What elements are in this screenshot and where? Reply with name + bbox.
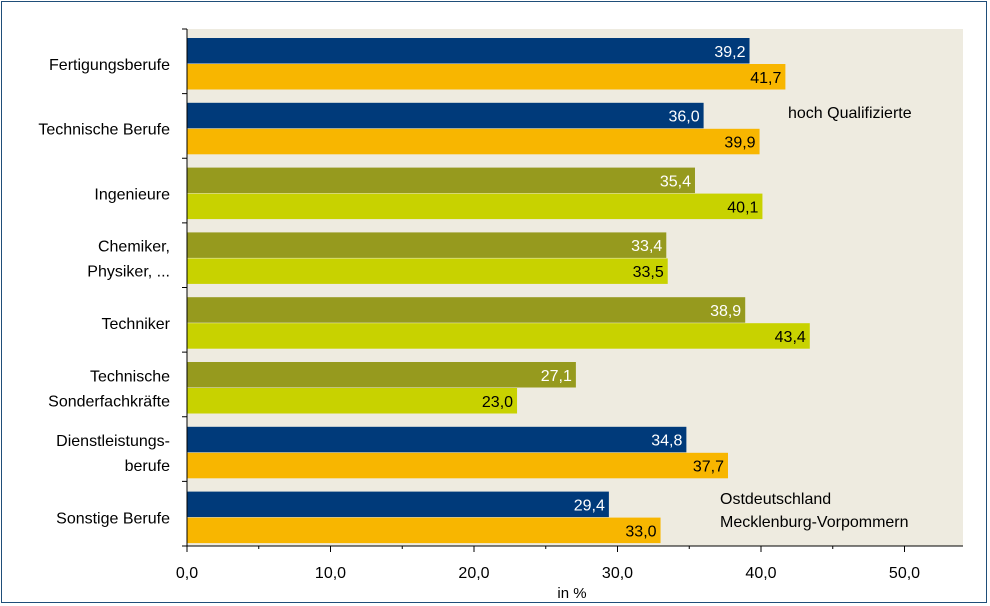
bar-mv-3 <box>187 258 668 284</box>
x-tick-label-5: 50,0 <box>889 565 920 582</box>
value-label-ostdeutschland-4: 38,9 <box>710 303 741 320</box>
bar-mv-2 <box>187 193 763 220</box>
bar-mv-7 <box>187 517 661 544</box>
bar-ostdeutschland-0 <box>187 38 750 64</box>
x-tick-label-3: 30,0 <box>602 565 633 582</box>
value-label-ostdeutschland-2: 35,4 <box>660 173 691 190</box>
value-label-ostdeutschland-7: 29,4 <box>574 497 605 514</box>
value-label-mv-3: 33,5 <box>633 264 664 281</box>
value-label-ostdeutschland-5: 27,1 <box>541 368 572 385</box>
bars-group <box>187 38 810 544</box>
value-label-mv-4: 43,4 <box>775 329 806 346</box>
value-label-ostdeutschland-3: 33,4 <box>631 238 662 255</box>
value-label-ostdeutschland-1: 36,0 <box>668 109 699 126</box>
x-tick-label-0: 0,0 <box>176 565 198 582</box>
bar-ostdeutschland-3 <box>187 232 667 258</box>
x-tick-label-1: 10,0 <box>315 565 346 582</box>
bar-ostdeutschland-4 <box>187 297 746 323</box>
category-label-4: Techniker <box>102 316 171 333</box>
bar-mv-1 <box>187 128 760 155</box>
value-label-mv-5: 23,0 <box>482 394 513 411</box>
bar-mv-5 <box>187 388 518 414</box>
value-label-ostdeutschland-0: 39,2 <box>714 44 745 61</box>
bar-ostdeutschland-7 <box>187 491 609 518</box>
x-axis-label: in % <box>557 585 586 602</box>
x-ticks-group: 0,0 10,0 20,0 30,0 40,0 50,0 <box>176 546 920 582</box>
category-label-1: Technische Berufe <box>38 122 170 139</box>
category-label-5-line-1: Sonderfachkräfte <box>48 393 170 410</box>
value-label-mv-7: 33,0 <box>625 523 656 540</box>
category-labels-group: Fertigungsberufe Technische Berufe Ingenie… <box>38 28 187 547</box>
bar-ostdeutschland-6 <box>187 426 687 453</box>
category-label-3-line-1: Physiker, ... <box>87 264 170 281</box>
bar-mv-0 <box>187 64 786 90</box>
category-label-6-line-0: Dienstleistungs- <box>56 433 170 450</box>
value-label-mv-1: 39,9 <box>724 135 755 152</box>
category-label-3-line-0: Chemiker, <box>98 239 170 256</box>
value-label-mv-2: 40,1 <box>727 199 758 216</box>
category-label-0: Fertigungsberufe <box>49 57 170 74</box>
value-label-mv-0: 41,7 <box>750 70 781 87</box>
category-label-5-line-0: Technische <box>90 368 170 385</box>
bar-ostdeutschland-5 <box>187 362 576 388</box>
category-label-2: Ingenieure <box>94 186 170 203</box>
value-label-mv-6: 37,7 <box>693 459 724 476</box>
bar-mv-6 <box>187 452 728 479</box>
category-label-6-line-1: berufe <box>125 458 170 475</box>
value-label-ostdeutschland-6: 34,8 <box>651 433 682 450</box>
annotation-hoch-qualifizierte: hoch Qualifizierte <box>788 105 912 122</box>
bar-mv-4 <box>187 323 810 349</box>
category-label-7: Sonstige Berufe <box>56 510 170 527</box>
x-tick-label-4: 40,0 <box>745 565 776 582</box>
legend-line-ostdeutschland: Ostdeutschland <box>720 491 831 508</box>
x-tick-label-2: 20,0 <box>458 565 489 582</box>
bar-ostdeutschland-1 <box>187 102 704 129</box>
value-labels-group: 39,2 41,7 36,0 39,9 35,4 40,1 33,4 33,5 38,9 43,4… <box>482 44 806 541</box>
bar-ostdeutschland-2 <box>187 167 695 194</box>
legend-line-mecklenburg-vorpommern: Mecklenburg-Vorpommern <box>720 514 909 531</box>
